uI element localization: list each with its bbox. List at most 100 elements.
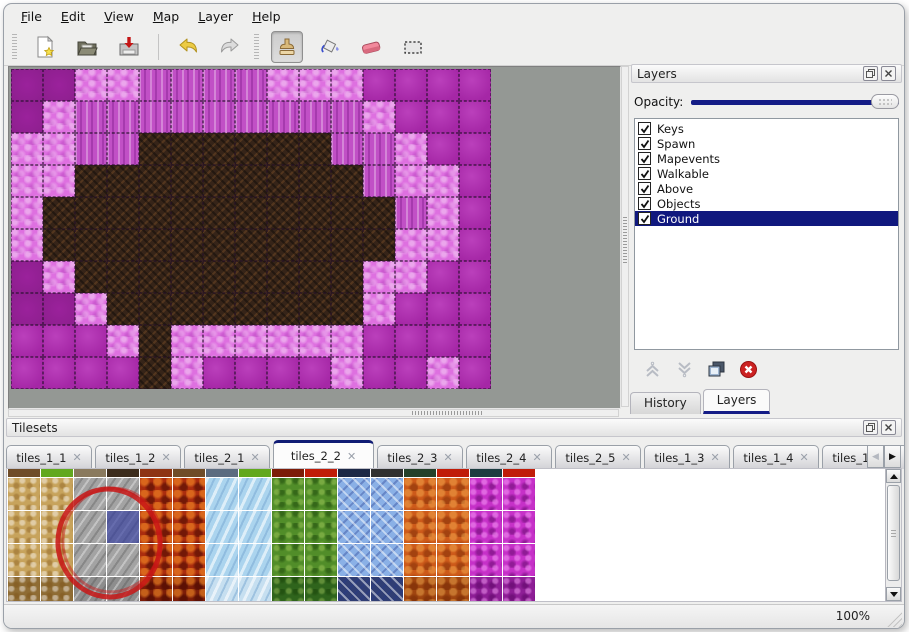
map-tile[interactable] <box>107 261 139 293</box>
tileset-header-strip-cell[interactable] <box>107 469 139 477</box>
tileset-tile[interactable] <box>437 544 469 576</box>
tileset-tab-tiles_1_4[interactable]: tiles_1_4 ✕ <box>733 445 819 469</box>
menu-map[interactable]: Map <box>152 8 180 24</box>
tileset-header-strip-cell[interactable] <box>239 469 271 477</box>
tileset-tile[interactable] <box>74 511 106 543</box>
resize-grip[interactable] <box>884 609 902 627</box>
map-tile[interactable] <box>331 165 363 197</box>
map-tile[interactable] <box>171 293 203 325</box>
map-tile[interactable] <box>107 325 139 357</box>
tileset-tile[interactable] <box>470 511 502 543</box>
tileset-tile[interactable] <box>503 478 535 510</box>
tileset-tile[interactable] <box>503 511 535 543</box>
tileset-tile[interactable] <box>206 577 238 601</box>
map-tile[interactable] <box>203 133 235 165</box>
layer-visibility-checkbox[interactable] <box>638 182 651 195</box>
map-tile[interactable] <box>331 357 363 389</box>
map-tile[interactable] <box>43 293 75 325</box>
stamp-tool-button[interactable] <box>271 30 303 63</box>
save-button[interactable] <box>113 31 145 63</box>
tileset-tile[interactable] <box>272 577 304 601</box>
tileset-tab-tiles_2_4[interactable]: tiles_2_4 ✕ <box>466 445 552 469</box>
close-panel-icon[interactable] <box>881 66 896 81</box>
menu-view[interactable]: View <box>104 8 134 24</box>
map-tile[interactable] <box>267 69 299 101</box>
tileset-tile[interactable] <box>503 544 535 576</box>
tileset-tile[interactable] <box>503 577 535 601</box>
map-tile[interactable] <box>203 261 235 293</box>
map-tile[interactable] <box>171 69 203 101</box>
map-tile[interactable] <box>11 261 43 293</box>
map-tile[interactable] <box>395 261 427 293</box>
map-tile[interactable] <box>363 357 395 389</box>
map-tile[interactable] <box>139 229 171 261</box>
map-tile[interactable] <box>331 229 363 261</box>
map-tile[interactable] <box>459 261 491 293</box>
tileset-tile[interactable] <box>140 544 172 576</box>
tileset-tile-selected[interactable] <box>107 511 139 543</box>
map-tile[interactable] <box>459 133 491 165</box>
map-tile[interactable] <box>459 69 491 101</box>
map-tile[interactable] <box>299 229 331 261</box>
map-tile[interactable] <box>139 357 171 389</box>
map-canvas[interactable] <box>8 66 621 409</box>
tileset-tile[interactable] <box>239 478 271 510</box>
tileset-tile[interactable] <box>8 511 40 543</box>
tileset-tile[interactable] <box>8 544 40 576</box>
map-tile[interactable] <box>459 293 491 325</box>
map-tile[interactable] <box>363 133 395 165</box>
map-tile[interactable] <box>427 357 459 389</box>
map-hscroll-thumb[interactable] <box>412 411 482 415</box>
tileset-header-strip-cell[interactable] <box>470 469 502 477</box>
close-tab-icon[interactable]: ✕ <box>799 451 809 464</box>
tileset-tab-tiles_2_2[interactable]: tiles_2_2 ✕ <box>273 440 374 469</box>
map-tile[interactable] <box>427 293 459 325</box>
map-tile[interactable] <box>299 197 331 229</box>
map-tile[interactable] <box>267 197 299 229</box>
tileset-header-strip-cell[interactable] <box>8 469 40 477</box>
map-tile[interactable] <box>299 261 331 293</box>
tileset-tile[interactable] <box>74 577 106 601</box>
map-tile[interactable] <box>11 69 43 101</box>
map-tile[interactable] <box>43 357 75 389</box>
map-tile[interactable] <box>235 101 267 133</box>
map-tile[interactable] <box>363 101 395 133</box>
map-tile[interactable] <box>331 293 363 325</box>
map-tile[interactable] <box>43 261 75 293</box>
select-rect-tool-button[interactable] <box>397 31 429 63</box>
tileset-tile[interactable] <box>206 511 238 543</box>
scroll-tabs-right-icon[interactable]: ▶ <box>884 445 901 468</box>
map-tile[interactable] <box>267 165 299 197</box>
menu-layer[interactable]: Layer <box>198 8 234 24</box>
map-tile[interactable] <box>267 325 299 357</box>
tileset-tab-tiles_1_2[interactable]: tiles_1_2 ✕ <box>95 445 181 469</box>
map-tile[interactable] <box>43 165 75 197</box>
map-tile[interactable] <box>427 101 459 133</box>
float-panel-icon[interactable] <box>863 420 878 435</box>
lower-layer-button[interactable] <box>675 360 694 379</box>
tileset-tile[interactable] <box>437 478 469 510</box>
tileset-tile[interactable] <box>41 577 73 601</box>
map-tile[interactable] <box>395 325 427 357</box>
map-tile[interactable] <box>363 165 395 197</box>
tileset-tile[interactable] <box>41 511 73 543</box>
toolbar-grip[interactable] <box>12 33 17 60</box>
tileset-header-strip-cell[interactable] <box>437 469 469 477</box>
map-tile[interactable] <box>267 229 299 261</box>
close-tab-icon[interactable]: ✕ <box>161 451 171 464</box>
map-tile[interactable] <box>203 325 235 357</box>
new-file-button[interactable] <box>29 31 61 63</box>
map-tile[interactable] <box>43 101 75 133</box>
map-tile[interactable] <box>363 197 395 229</box>
layer-row-keys[interactable]: Keys <box>635 121 898 136</box>
map-tile[interactable] <box>363 325 395 357</box>
close-panel-icon[interactable] <box>881 420 896 435</box>
map-tile[interactable] <box>75 165 107 197</box>
map-tile[interactable] <box>363 261 395 293</box>
map-tile[interactable] <box>107 229 139 261</box>
close-tab-icon[interactable]: ✕ <box>710 451 720 464</box>
map-tile[interactable] <box>427 133 459 165</box>
map-tile[interactable] <box>267 101 299 133</box>
map-tile[interactable] <box>171 261 203 293</box>
redo-button[interactable] <box>214 31 246 63</box>
